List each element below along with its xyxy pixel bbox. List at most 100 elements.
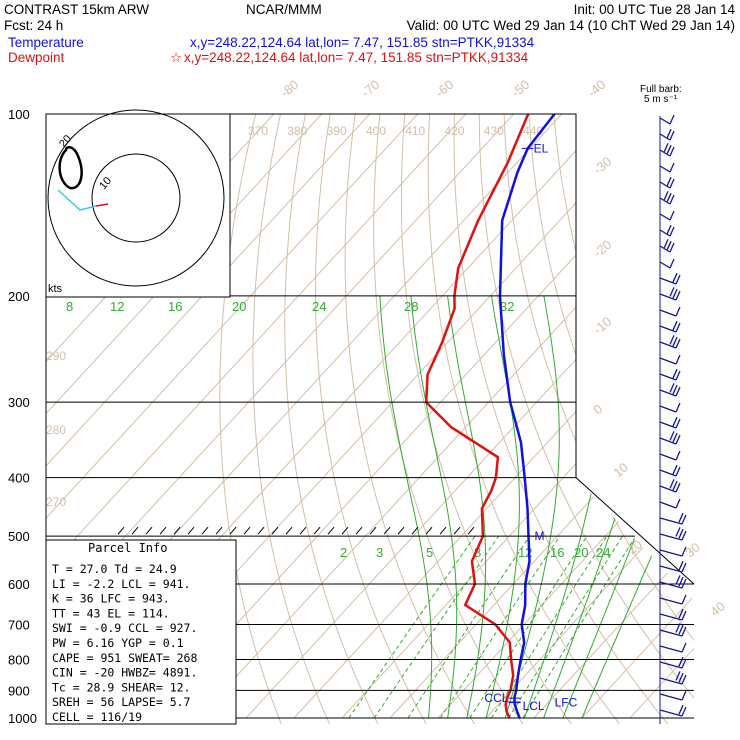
- parcel-info-box: [45, 539, 237, 725]
- freezing-hatch: [145, 526, 153, 535]
- barb-flag: [666, 192, 672, 203]
- freezing-hatch: [397, 526, 405, 535]
- barb-flag: [669, 146, 675, 157]
- barb-flag: [678, 528, 684, 539]
- barb-shaft: [659, 517, 683, 525]
- freezing-hatch: [383, 526, 391, 535]
- barb-shaft: [659, 501, 677, 509]
- profiles-group: [424, 114, 556, 719]
- barb-shaft: [659, 245, 671, 253]
- barb-flag: [681, 594, 687, 605]
- barb-flag: [669, 383, 675, 393]
- dry-adiabat-line: [677, 114, 694, 724]
- freezing-hatch: [271, 526, 279, 535]
- model-title: CONTRAST 15km ARW: [4, 2, 149, 17]
- wind-barb: [659, 114, 675, 125]
- barb-shaft: [659, 357, 677, 365]
- isotherm-line: [46, 114, 467, 719]
- theta-e-label: 24: [312, 299, 326, 314]
- barb-flag: [672, 272, 678, 283]
- barb-flag: [681, 626, 687, 637]
- barb-flag: [675, 575, 681, 585]
- freezing-hatch: [411, 526, 419, 535]
- wind-barb: [659, 272, 681, 285]
- isotherm-line: [46, 114, 419, 719]
- wind-barb: [659, 608, 687, 621]
- isotherm-line: [197, 114, 694, 719]
- wind-barb: [659, 431, 681, 445]
- parcel-info-row: T = 27.0 Td = 24.9: [52, 562, 177, 576]
- barb-shaft: [659, 485, 677, 493]
- hodograph-ring: [47, 109, 225, 287]
- freezing-hatch: [243, 526, 251, 535]
- barb-flag: [678, 576, 684, 587]
- theta-label: 400: [366, 124, 386, 138]
- barb-flag: [672, 288, 678, 299]
- wind-barb: [659, 354, 681, 365]
- pressure-label: 200: [8, 289, 30, 304]
- wind-barb: [659, 143, 675, 157]
- barb-shaft: [659, 709, 683, 717]
- barb-flag: [672, 464, 678, 475]
- barb-flag: [669, 287, 675, 297]
- isotherm-label: -80: [277, 77, 301, 101]
- barb-flag: [681, 546, 687, 557]
- freezing-hatch: [313, 526, 321, 535]
- barb-flag: [675, 274, 681, 285]
- barb-flag: [675, 322, 681, 333]
- barb-shaft: [659, 629, 683, 637]
- dewpoint-profile: [424, 114, 530, 719]
- wind-barb: [659, 704, 687, 717]
- barb-shaft: [659, 581, 683, 589]
- isotherm-line: [485, 114, 694, 719]
- parcel-info-title: Parcel Info: [88, 541, 167, 555]
- wind-barb: [659, 383, 681, 397]
- pressure-label: 1000: [8, 711, 37, 726]
- barb-shaft: [659, 405, 677, 413]
- parcel-info-row: CIN = -20 HWBZ= 4891.: [52, 666, 197, 680]
- wind-barb: [659, 642, 687, 653]
- wind-barb: [659, 402, 681, 413]
- moist-adiabat-line: [485, 295, 520, 719]
- isotherm-line: [533, 114, 694, 719]
- temperature-location: x,y=248.22,124.64 lat,lon= 7.47, 151.85 …: [190, 35, 535, 50]
- wind-barb: [659, 287, 681, 301]
- barb-flag: [678, 608, 684, 619]
- freezing-hatch: [327, 526, 335, 535]
- freezing-hatch: [257, 526, 265, 535]
- isotherm-line: [581, 114, 694, 719]
- theta-label: 390: [327, 124, 347, 138]
- wind-barb: [659, 320, 681, 333]
- barb-shaft: [659, 117, 671, 125]
- barb-flag: [681, 674, 687, 685]
- theta-e-label: 32: [500, 299, 514, 314]
- dry-adiabat-line: [703, 114, 740, 731]
- barb-flag: [675, 354, 681, 365]
- wind-barb: [659, 162, 675, 173]
- marker-label: EL: [534, 141, 549, 155]
- dry-adiabat-line: [284, 114, 382, 724]
- hodograph-units: kts: [48, 283, 63, 295]
- pressure-label: 800: [8, 652, 30, 667]
- theta-label: 370: [248, 124, 268, 138]
- parcel-info-row: K = 36 LFC = 943.: [52, 592, 170, 606]
- dry-adiabat-line: [344, 114, 480, 724]
- theta-e-label: 20: [232, 299, 246, 314]
- mixing-ratio-label: 16: [550, 545, 564, 560]
- barb-flag: [678, 512, 684, 523]
- wind-barb: [659, 512, 687, 525]
- mixing-ratio-label: 2: [340, 545, 347, 560]
- barb-shaft: [659, 437, 677, 445]
- freezing-hatch: [173, 526, 181, 535]
- forecast-hour: Fcst: 24 h: [4, 18, 63, 33]
- freezing-hatch: [453, 526, 461, 535]
- barb-flag: [678, 672, 684, 683]
- parcel-info-row: CELL = 116/19: [52, 710, 142, 724]
- barb-shaft: [659, 277, 677, 285]
- dry-adiabat-line: [503, 114, 694, 724]
- moist-adiabat-line: [581, 295, 694, 719]
- barb-shaft: [659, 677, 683, 685]
- isotherm-line: [629, 114, 694, 719]
- barb-flag: [672, 336, 678, 347]
